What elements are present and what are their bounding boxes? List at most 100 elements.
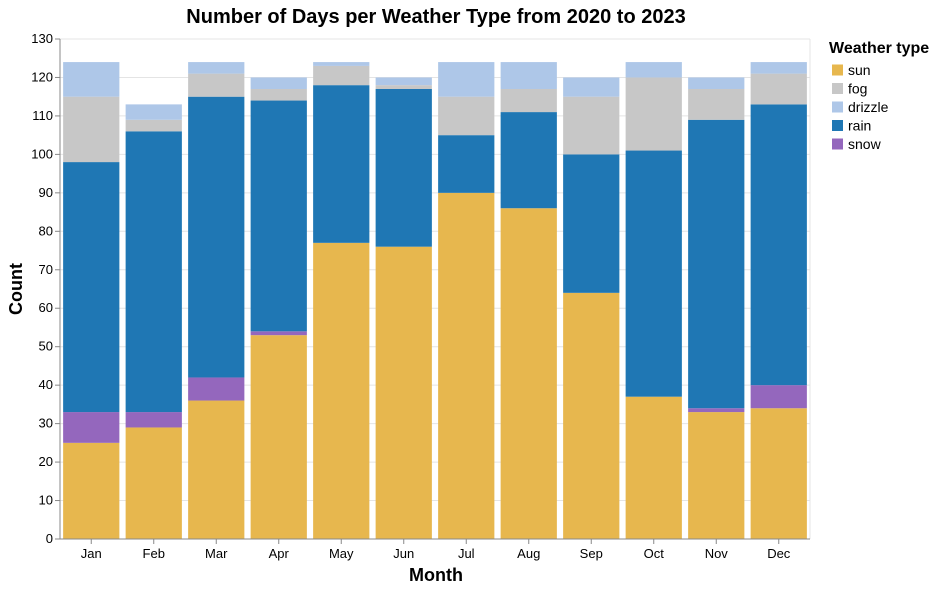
legend-label-snow: snow <box>848 136 882 152</box>
bar-mar-fog <box>188 73 245 97</box>
bar-nov-fog <box>688 89 745 120</box>
bar-jan-rain <box>63 162 120 413</box>
bar-apr-fog <box>250 89 307 101</box>
x-tick-label: Jul <box>458 546 475 561</box>
bar-sep-fog <box>563 96 620 155</box>
bar-oct-drizzle <box>625 62 682 78</box>
x-tick-label: Nov <box>705 546 729 561</box>
bar-mar-sun <box>188 400 245 539</box>
bar-may-sun <box>313 242 370 539</box>
y-tick-label: 50 <box>39 339 53 354</box>
bar-feb-fog <box>125 119 182 132</box>
x-tick-label: Feb <box>143 546 165 561</box>
bar-jun-rain <box>375 89 432 247</box>
bar-jan-snow <box>63 412 120 443</box>
legend-title: Weather type <box>829 40 929 57</box>
y-tick-label: 40 <box>39 377 53 392</box>
y-tick-label: 30 <box>39 416 53 431</box>
legend-label-sun: sun <box>848 62 871 78</box>
bar-jan-sun <box>63 442 120 539</box>
bar-jul-fog <box>438 96 495 136</box>
x-tick-label: Oct <box>644 546 665 561</box>
x-tick-label: May <box>329 546 354 561</box>
x-tick-label: Apr <box>269 546 290 561</box>
bars <box>63 62 807 539</box>
bar-aug-sun <box>500 208 557 539</box>
bar-jan-drizzle <box>63 62 120 97</box>
bar-oct-rain <box>625 150 682 397</box>
x-tick-label: Jan <box>81 546 102 561</box>
y-tick-label: 110 <box>32 108 53 123</box>
bar-mar-rain <box>188 96 245 378</box>
bar-nov-drizzle <box>688 77 745 89</box>
bar-jan-fog <box>63 96 120 163</box>
x-tick-label: Sep <box>580 546 603 561</box>
bar-dec-rain <box>750 104 807 386</box>
bar-feb-sun <box>125 427 182 539</box>
bar-jul-drizzle <box>438 62 495 97</box>
bar-dec-sun <box>750 408 807 539</box>
legend-swatch-drizzle <box>832 101 843 113</box>
bar-jun-fog <box>375 85 432 89</box>
y-tick-label: 70 <box>39 262 53 277</box>
y-tick-label: 20 <box>39 454 53 469</box>
legend: Weather type sun fog drizzle rain snow <box>829 40 929 152</box>
y-tick-label: 10 <box>39 493 53 508</box>
bar-apr-drizzle <box>250 77 307 89</box>
legend-swatch-sun <box>832 64 843 76</box>
bar-jun-drizzle <box>375 77 432 86</box>
bar-jul-rain <box>438 135 495 193</box>
bar-apr-sun <box>250 335 307 539</box>
bar-nov-rain <box>688 119 745 409</box>
y-tick-label: 80 <box>39 223 53 238</box>
legend-label-rain: rain <box>848 118 871 134</box>
bar-jul-sun <box>438 192 495 539</box>
y-tick-label: 60 <box>39 300 53 315</box>
bar-sep-rain <box>563 154 620 293</box>
bar-sep-sun <box>563 292 620 539</box>
bar-dec-fog <box>750 73 807 105</box>
bar-jun-sun <box>375 246 432 539</box>
bar-feb-snow <box>125 412 182 428</box>
legend-label-drizzle: drizzle <box>848 99 889 115</box>
bar-oct-fog <box>625 77 682 151</box>
x-axis-title: Month <box>409 565 463 585</box>
x-tick-label: Aug <box>517 546 540 561</box>
y-tick-label: 100 <box>31 146 53 161</box>
bar-may-drizzle <box>313 62 370 66</box>
y-tick-label: 0 <box>46 531 53 546</box>
y-tick-label: 120 <box>31 69 53 84</box>
bar-feb-rain <box>125 131 182 413</box>
y-axis-title: Count <box>6 263 26 315</box>
legend-swatch-fog <box>832 83 843 94</box>
bar-aug-drizzle <box>500 62 557 89</box>
gridlines <box>60 38 811 540</box>
bar-aug-rain <box>500 112 557 209</box>
bar-nov-sun <box>688 412 745 539</box>
bar-nov-snow <box>688 408 745 413</box>
legend-label-fog: fog <box>848 81 867 97</box>
legend-swatch-rain <box>832 120 843 131</box>
chart-title: Number of Days per Weather Type from 202… <box>186 6 685 28</box>
legend-swatch-snow <box>832 138 843 150</box>
bar-apr-rain <box>250 100 307 332</box>
y-tick-label: 130 <box>31 31 53 46</box>
bar-aug-fog <box>500 89 557 113</box>
axes: 0 10 20 30 40 50 60 70 80 90 100 110 120 130 Jan Feb Mar… <box>31 31 810 561</box>
x-tick-label: Dec <box>767 546 791 561</box>
bar-dec-snow <box>750 385 807 409</box>
bar-oct-sun <box>625 396 682 539</box>
x-tick-label: Mar <box>205 546 228 561</box>
bar-mar-snow <box>188 377 245 401</box>
bar-sep-drizzle <box>563 77 620 97</box>
bar-may-fog <box>313 65 370 86</box>
y-tick-label: 90 <box>39 185 53 200</box>
bar-apr-snow <box>250 331 307 336</box>
bar-may-rain <box>313 85 370 243</box>
bar-mar-drizzle <box>188 62 245 74</box>
x-tick-label: Jun <box>393 546 414 561</box>
bar-feb-drizzle <box>125 104 182 120</box>
bar-dec-drizzle <box>750 62 807 74</box>
